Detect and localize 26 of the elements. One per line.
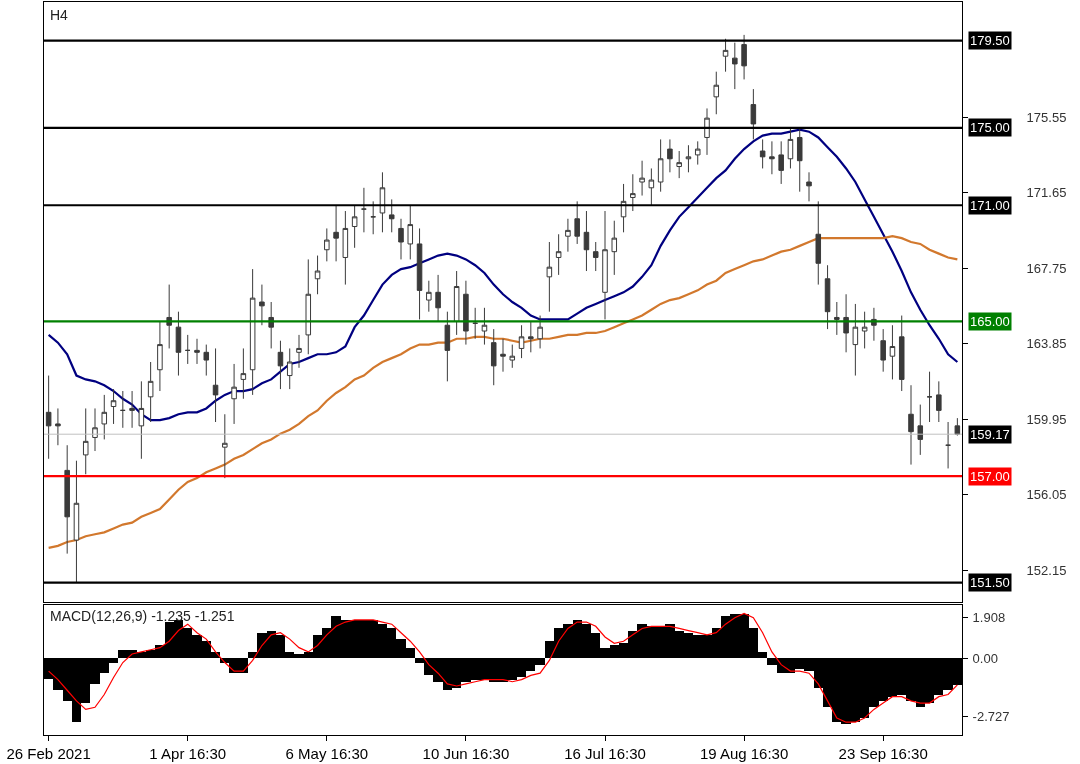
y-tick-label: 163.85 [1026, 336, 1067, 352]
x-tick-label: 19 Aug 16:30 [699, 745, 789, 762]
ref-line-label: 157.00 [970, 469, 1010, 484]
x-tick-label: 26 Feb 2021 [6, 745, 91, 762]
ref-line-label: 159.17 [970, 427, 1010, 442]
y-tick-label: 167.75 [1026, 260, 1067, 276]
y-tick-label: 159.95 [1026, 411, 1067, 427]
x-tick-label: 6 May 16:30 [285, 745, 369, 762]
x-tick-label: 23 Sep 16:30 [838, 745, 928, 762]
ref-line-label: 171.00 [970, 198, 1010, 213]
y-tick-label: 152.15 [1026, 562, 1067, 578]
ref-line-label: 179.50 [970, 33, 1010, 48]
ref-line-label: 151.50 [970, 575, 1010, 590]
y-tick-label: 1.908 [972, 610, 1006, 626]
y-tick-label: 0.00 [972, 650, 998, 666]
chart-title: H4 [50, 7, 69, 23]
x-tick-label: 1 Apr 16:30 [149, 745, 227, 762]
y-tick-label: -2.727 [972, 708, 1010, 724]
x-tick-label: 10 Jun 16:30 [422, 745, 510, 762]
x-tick-label: 16 Jul 16:30 [564, 745, 646, 762]
ref-line-label: 165.00 [970, 314, 1010, 329]
y-tick-label: 156.05 [1026, 487, 1067, 503]
y-tick-label: 171.65 [1026, 185, 1067, 201]
chart-title: MACD(12,26,9) -1.235 -1.251 [50, 608, 235, 624]
y-tick-label: 175.55 [1026, 109, 1067, 125]
ref-line-label: 175.00 [970, 120, 1010, 135]
